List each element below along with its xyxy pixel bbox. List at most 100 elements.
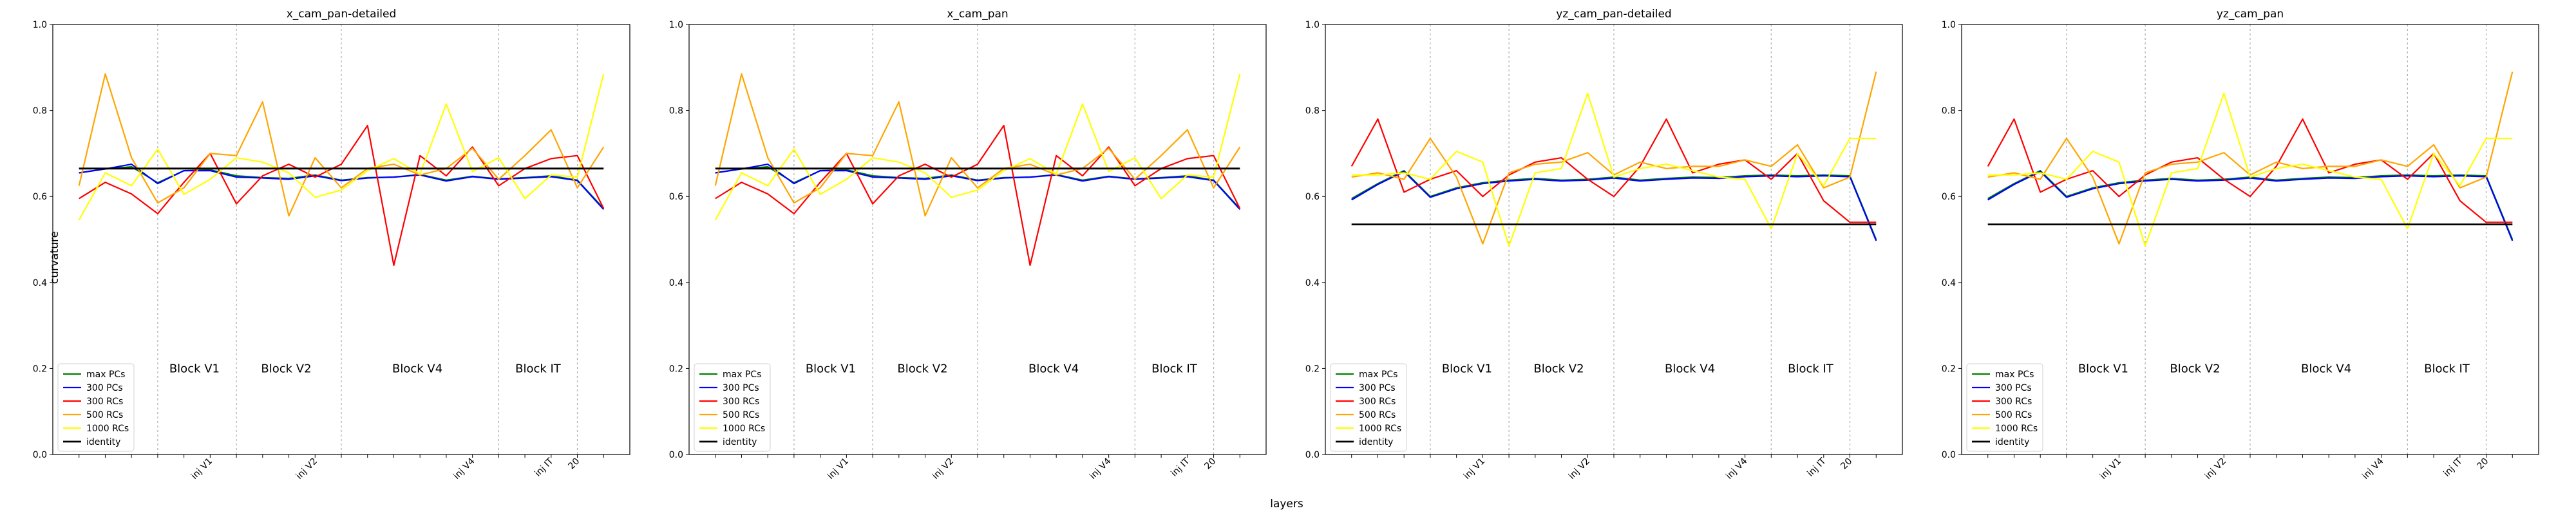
block-label: Block V2 — [261, 362, 311, 375]
y-tick-label: 0.4 — [33, 278, 47, 288]
y-tick-label: 0.2 — [1942, 364, 1956, 374]
y-tick-label: 0.4 — [1942, 278, 1956, 288]
y-tick-label: 0.2 — [669, 364, 683, 374]
chart-panels: x_cam_pan-detailed 0.0 0.2 0.4 0.6 0.8 1.0 inj … — [33, 8, 2539, 482]
legend-label: 1000 RCs — [1359, 424, 1401, 434]
legend-label: 300 PCs — [723, 383, 759, 393]
panel-title: yz_cam_pan — [2217, 8, 2284, 21]
legend-label: 300 PCs — [1359, 383, 1396, 393]
y-tick-label: 0.0 — [33, 450, 47, 460]
block-label: Block V4 — [392, 362, 442, 375]
block-label: Block V4 — [1028, 362, 1079, 375]
block-label: Block V2 — [1533, 362, 1584, 375]
legend-label: 300 RCs — [723, 397, 759, 407]
y-tick-label: 0.8 — [1942, 106, 1956, 117]
x-tick-label: inj V4 — [451, 456, 477, 481]
legend-label: max PCs — [723, 370, 761, 380]
y-tick-label: 1.0 — [669, 20, 683, 30]
y-tick-label: 0.0 — [1942, 450, 1956, 460]
legend-label: 500 RCs — [1359, 410, 1396, 420]
panel-title: x_cam_pan — [947, 8, 1008, 21]
legend-label: 300 RCs — [1995, 397, 2032, 407]
panel-title: x_cam_pan-detailed — [287, 8, 397, 21]
series-line-300-rcs — [715, 124, 1241, 267]
y-tick-label: 0.4 — [1305, 278, 1320, 288]
block-label: Block V2 — [897, 362, 947, 375]
legend: max PCs 300 PCs 300 RCs 500 RCs 1000 RCs iden… — [57, 363, 135, 452]
x-tick-label: inj V1 — [1462, 456, 1487, 482]
legend-label: identity — [1995, 437, 2029, 447]
legend-label: 300 PCs — [1995, 383, 2032, 393]
x-tick-label: inj V4 — [1088, 456, 1113, 481]
legend-label: 500 RCs — [86, 410, 123, 420]
y-tick-label: 0.8 — [1305, 106, 1320, 117]
y-tick-label: 0.6 — [669, 192, 683, 202]
series-line-300-pcs — [715, 164, 1241, 210]
chart-panel-1: x_cam_pan-detailed 0.0 0.2 0.4 0.6 0.8 1.0 inj … — [33, 8, 630, 482]
legend-label: 300 PCs — [86, 383, 123, 393]
x-tick-label: inj IT — [2441, 456, 2465, 479]
figure-ylabel: curvature — [48, 231, 61, 284]
x-tick-label: inj IT — [1169, 456, 1192, 479]
x-tick-label: inj IT — [533, 456, 556, 479]
y-tick-label: 1.0 — [1305, 20, 1320, 30]
panel-title: yz_cam_pan-detailed — [1556, 8, 1671, 21]
y-tick-label: 0.8 — [33, 106, 47, 117]
x-tick-label: inj V2 — [1567, 456, 1592, 482]
y-tick-label: 0.8 — [669, 106, 683, 117]
x-tick-label: 20 — [2475, 456, 2490, 472]
series-line-500-rcs — [78, 73, 605, 217]
x-tick-label: inj IT — [1805, 456, 1828, 479]
legend-label: 1000 RCs — [1995, 424, 2038, 434]
y-tick-label: 0.6 — [33, 192, 47, 202]
y-tick-label: 0.2 — [33, 364, 47, 374]
x-tick-label: inj V1 — [826, 456, 851, 482]
series-line-300-rcs — [1987, 118, 2513, 223]
legend-box — [57, 363, 135, 452]
legend-box — [1330, 363, 1407, 452]
series-line-300-pcs — [79, 164, 605, 210]
block-label: Block V2 — [2170, 362, 2220, 375]
legend: max PCs 300 PCs 300 RCs 500 RCs 1000 RCs iden… — [1966, 363, 2043, 452]
series-line-1000-rcs — [1987, 92, 2513, 247]
block-label: Block IT — [515, 362, 562, 375]
legend-label: identity — [723, 437, 757, 447]
block-label: Block V1 — [169, 362, 220, 375]
y-tick-label: 0.6 — [1305, 192, 1320, 202]
legend: max PCs 300 PCs 300 RCs 500 RCs 1000 RCs iden… — [694, 363, 771, 452]
series-line-500-rcs — [714, 73, 1241, 217]
x-tick-label: inj V1 — [189, 456, 214, 482]
x-tick-label: 20 — [1839, 456, 1854, 472]
chart-panel-4: yz_cam_pan 0.0 0.2 0.4 0.6 0.8 1.0 inj V1 inj V2… — [1942, 8, 2539, 482]
x-tick-label: inj V1 — [2098, 456, 2123, 482]
y-tick-label: 1.0 — [33, 20, 47, 30]
series-line-1000-rcs — [1351, 92, 1877, 247]
legend-label: 1000 RCs — [723, 424, 765, 434]
legend-label: 1000 RCs — [86, 424, 129, 434]
legend-label: 500 RCs — [1995, 410, 2032, 420]
x-tick-label: inj V2 — [931, 456, 956, 482]
y-tick-label: 0.0 — [669, 450, 683, 460]
y-tick-label: 0.6 — [1942, 192, 1956, 202]
chart-panel-3: yz_cam_pan-detailed 0.0 0.2 0.4 0.6 0.8 1.0 inj… — [1305, 8, 1903, 482]
y-tick-label: 1.0 — [1942, 20, 1956, 30]
block-label: Block V4 — [2301, 362, 2351, 375]
x-tick-label: inj V2 — [294, 456, 319, 482]
legend-label: identity — [1359, 437, 1393, 447]
series-line-1000-rcs — [714, 73, 1241, 221]
x-tick-label: 20 — [1202, 456, 1218, 472]
block-label: Block IT — [1151, 362, 1198, 375]
x-tick-label: inj V4 — [2360, 456, 2385, 481]
legend-label: 300 RCs — [86, 397, 123, 407]
chart-panel-2: x_cam_pan 0.0 0.2 0.4 0.6 0.8 1.0 inj V1 inj V2 i… — [669, 8, 1267, 482]
legend-label: max PCs — [86, 370, 125, 380]
x-tick-label: inj V4 — [1724, 456, 1749, 481]
legend-label: 300 RCs — [1359, 397, 1396, 407]
legend-box — [1966, 363, 2043, 452]
legend-label: max PCs — [1995, 370, 2034, 380]
legend-label: 500 RCs — [723, 410, 759, 420]
y-tick-label: 0.4 — [669, 278, 683, 288]
block-label: Block IT — [2424, 362, 2470, 375]
x-tick-label: 20 — [566, 456, 582, 472]
